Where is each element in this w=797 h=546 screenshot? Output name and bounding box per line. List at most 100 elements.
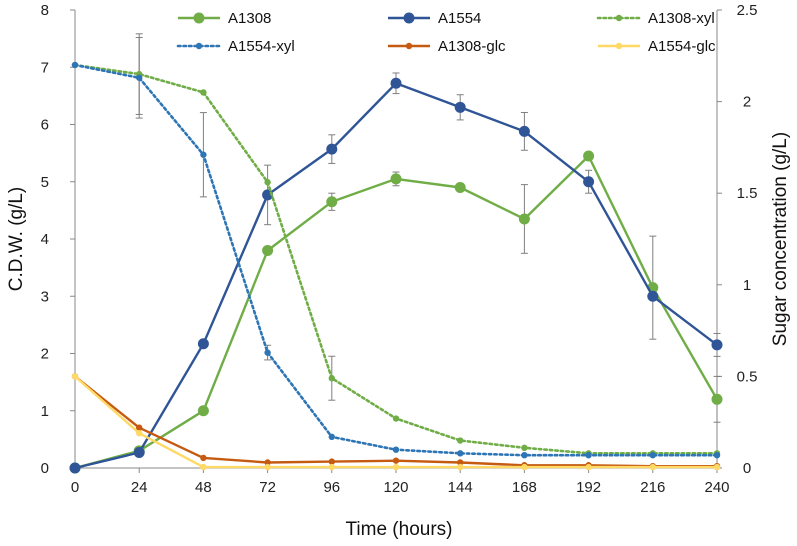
y2-tick-label: 0: [743, 460, 751, 477]
data-point-a1308: [326, 196, 338, 208]
y2-axis-title: Sugar concentration (g/L): [770, 132, 791, 346]
legend-label-a1308-xyl: A1308-xyl: [648, 10, 715, 27]
data-point-a1554-xyl: [713, 451, 721, 459]
x-axis-title: Time (hours): [346, 519, 453, 540]
data-point-a1308-xyl: [264, 179, 271, 186]
y2-tick-label: 2.5: [737, 2, 758, 19]
axes-group: 0 24 48 72 96 120 144 168 192 216 240 0 1 2 3 4 5 6 7 8 0 0.5…: [41, 2, 758, 496]
data-point-a1308-xyl: [521, 444, 528, 452]
legend-label-a1554-xyl: A1554-xyl: [228, 38, 295, 55]
y-tick-label: 3: [41, 288, 49, 305]
data-point-a1308: [197, 405, 209, 417]
y-tick-label: 1: [41, 403, 49, 420]
data-point-a1308: [518, 213, 530, 225]
x-tick-label: 168: [512, 479, 537, 496]
data-point-a1554: [390, 77, 402, 89]
data-point-a1554-xyl: [649, 451, 656, 459]
y-tick-label: 0: [41, 460, 49, 477]
data-point-a1308: [711, 393, 723, 405]
y-tick-label: 6: [41, 117, 49, 134]
data-point-a1554-xyl: [200, 151, 207, 158]
data-point-a1554-xyl: [136, 74, 143, 81]
legend-marker-a1554: [403, 12, 415, 24]
data-point-a1308: [390, 173, 402, 185]
y-axis-title: C.D.W. (g/L): [6, 187, 27, 292]
x-tick-label: 192: [576, 479, 601, 496]
data-point-a1554-glc: [71, 373, 79, 380]
y-tick-label: 5: [41, 174, 49, 191]
data-point-a1554-glc: [200, 463, 207, 471]
y-tick-label: 8: [41, 2, 49, 19]
data-point-a1308: [583, 150, 595, 162]
data-point-a1554-glc: [136, 429, 143, 437]
data-point-a1554-glc: [521, 463, 528, 471]
y-tick-label: 7: [41, 59, 49, 76]
data-point-a1554-xyl: [457, 450, 464, 457]
data-point-a1554-xyl: [392, 446, 400, 453]
series-line-a1554: [74, 82, 718, 470]
x-tick-label: 24: [131, 479, 148, 496]
data-point-a1308-glc: [264, 459, 271, 466]
legend-marker-a1308-glc: [405, 42, 413, 50]
data-point-a1554-glc: [713, 463, 721, 471]
data-point-a1554-glc: [392, 463, 400, 471]
data-point-a1308-glc: [136, 424, 143, 431]
legend-label-a1308: A1308: [228, 10, 271, 27]
data-point-a1554: [647, 290, 659, 302]
x-tick-label: 120: [383, 479, 408, 496]
x-tick-label: 96: [323, 479, 340, 496]
legend-marker-a1308-xyl: [615, 14, 623, 22]
legend-label-a1554-glc: A1554-glc: [648, 38, 716, 55]
x-tick-label: 216: [640, 479, 665, 496]
x-tick-label: 240: [704, 479, 729, 496]
data-point-a1554-glc: [328, 463, 335, 471]
data-point-a1554: [133, 447, 145, 459]
data-point-a1554-glc: [649, 463, 656, 471]
x-tick-label: 0: [71, 479, 79, 496]
x-tick-label: 144: [448, 479, 473, 496]
data-point-a1554: [326, 143, 338, 155]
data-point-a1308-glc: [200, 454, 207, 462]
y2-tick-label: 1: [743, 277, 751, 294]
data-point-a1308-xyl: [392, 415, 400, 422]
data-point-a1308-glc: [392, 457, 400, 464]
series-group: [69, 61, 723, 474]
data-point-a1308-xyl: [200, 89, 207, 96]
data-point-a1554-xyl: [328, 433, 335, 441]
data-point-a1554: [711, 339, 723, 351]
y-tick-label: 2: [41, 346, 49, 363]
legend-marker-a1308: [193, 12, 205, 24]
legend-marker-a1554-xyl: [195, 42, 203, 50]
data-point-a1554-glc: [585, 463, 592, 471]
data-point-a1308-xyl: [328, 375, 335, 382]
y-tick-label: 4: [41, 231, 49, 248]
legend-marker-a1554-glc: [615, 42, 623, 50]
data-point-a1308-xyl: [457, 437, 464, 444]
x-tick-label: 72: [259, 479, 276, 496]
data-point-a1308: [262, 244, 274, 256]
data-point-a1554-xyl: [264, 349, 271, 356]
data-point-a1308: [454, 181, 466, 193]
data-point-a1554: [197, 338, 209, 350]
series-line-a1308-xyl: [73, 63, 719, 455]
data-point-a1554-xyl: [521, 451, 528, 459]
data-point-a1554-xyl: [71, 61, 79, 69]
legend: A1308 A1554 A1308-xyl A1554-xyl A1308-glc A15…: [176, 10, 716, 55]
legend-label-a1554: A1554: [438, 10, 481, 27]
data-point-a1554-xyl: [585, 451, 592, 459]
data-point-a1308-glc: [457, 459, 464, 466]
y2-tick-label: 2: [743, 94, 751, 111]
data-point-a1554-glc: [264, 463, 271, 471]
data-point-a1554: [69, 462, 81, 474]
data-point-a1554: [518, 125, 530, 137]
legend-label-a1308-glc: A1308-glc: [438, 38, 506, 55]
data-point-a1554-glc: [457, 463, 464, 471]
data-point-a1554: [454, 101, 466, 113]
y2-tick-label: 0.5: [737, 368, 758, 385]
y2-tick-label: 1.5: [737, 185, 758, 202]
data-point-a1308-glc: [328, 458, 335, 465]
x-tick-label: 48: [195, 479, 212, 496]
data-point-a1554: [583, 176, 595, 188]
